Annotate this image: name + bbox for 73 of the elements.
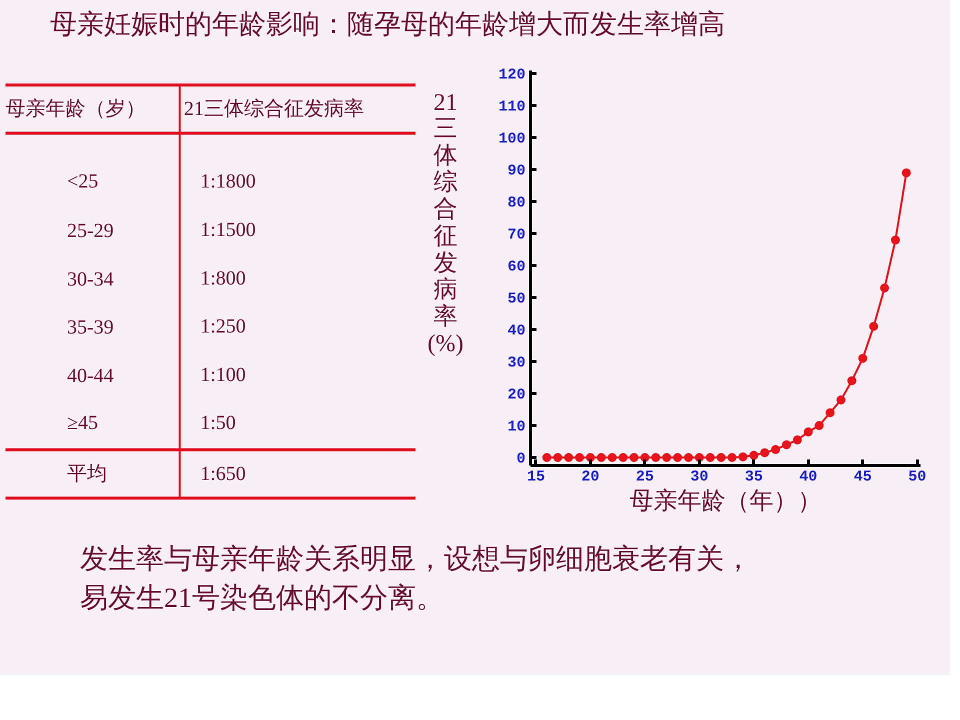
x-tick-label: 45 xyxy=(854,468,872,486)
point xyxy=(869,322,878,331)
y-tick-label: 0 xyxy=(516,450,526,468)
text: 发生率与母亲年龄关系明显，设想与卵细胞衰老有关， xyxy=(80,544,752,575)
y-tick-label: 100 xyxy=(498,130,526,148)
y-tick-label: 120 xyxy=(498,66,526,84)
text: 40-44 xyxy=(67,364,114,387)
text: 母亲妊娠时的年龄影响：随孕母的年龄增大而发生率增高 xyxy=(50,8,725,41)
point xyxy=(629,453,638,462)
point xyxy=(575,453,584,462)
y-tick-label: 50 xyxy=(507,290,526,308)
text: 1:100 xyxy=(200,364,246,386)
text: 1:250 xyxy=(200,316,246,338)
point xyxy=(804,427,813,436)
point xyxy=(706,453,715,462)
y-tick-label: 30 xyxy=(507,354,526,372)
text: 25-29 xyxy=(67,220,114,242)
point xyxy=(651,453,660,462)
point xyxy=(662,453,672,462)
text: 易发生21号染色体的不分离。 xyxy=(80,583,444,614)
text: 1:50 xyxy=(200,412,236,434)
text: 平均 xyxy=(67,462,107,485)
x-tick-label: 40 xyxy=(799,468,818,486)
point xyxy=(684,453,693,462)
x-axis-title: 母亲年龄（年）） xyxy=(630,488,822,514)
point xyxy=(782,440,792,450)
y-tick-label: 80 xyxy=(507,194,526,212)
y-tick-label: 10 xyxy=(507,418,526,436)
y-tick-label: 20 xyxy=(507,386,526,404)
text: 1:1800 xyxy=(200,170,256,193)
point xyxy=(890,236,900,245)
point xyxy=(553,453,562,462)
point xyxy=(902,168,911,178)
text: ≥45 xyxy=(67,412,98,434)
x-tick-label: 50 xyxy=(908,468,926,486)
point xyxy=(826,408,835,418)
point xyxy=(847,376,856,386)
x-tick-label: 20 xyxy=(581,468,600,486)
x-tick-label: 25 xyxy=(636,468,654,486)
point xyxy=(749,450,758,460)
point xyxy=(728,453,737,462)
y-tick-label: 40 xyxy=(507,322,526,340)
x-tick-label: 30 xyxy=(690,468,708,486)
point xyxy=(760,448,770,458)
x-tick-label: 35 xyxy=(744,468,763,486)
text: <25 xyxy=(67,170,98,193)
point xyxy=(858,354,868,363)
text: 21三体综合征发病率 xyxy=(184,98,364,120)
text: 母亲年龄（岁） xyxy=(6,98,146,120)
point xyxy=(880,284,890,292)
y-tick-label: 70 xyxy=(507,226,526,244)
x-tick-label: 15 xyxy=(526,468,545,486)
text: 21三体综合征发病率(%) xyxy=(428,90,464,357)
y-tick-label: 90 xyxy=(507,162,526,180)
text: 30-34 xyxy=(67,268,114,290)
point xyxy=(836,395,846,404)
y-tick-label: 110 xyxy=(498,98,526,116)
point xyxy=(716,453,726,462)
point xyxy=(608,453,617,462)
point xyxy=(564,453,574,462)
point xyxy=(814,421,824,430)
y-tick-label: 60 xyxy=(507,258,526,276)
point xyxy=(673,453,682,462)
point xyxy=(542,453,552,462)
point xyxy=(738,452,748,462)
text: 1:1500 xyxy=(200,218,256,241)
point xyxy=(618,453,628,462)
text: 35-39 xyxy=(67,316,114,339)
point xyxy=(771,445,780,454)
point xyxy=(596,453,606,462)
point xyxy=(792,435,802,444)
text: 1:650 xyxy=(200,462,246,485)
text: 1:800 xyxy=(200,267,246,290)
